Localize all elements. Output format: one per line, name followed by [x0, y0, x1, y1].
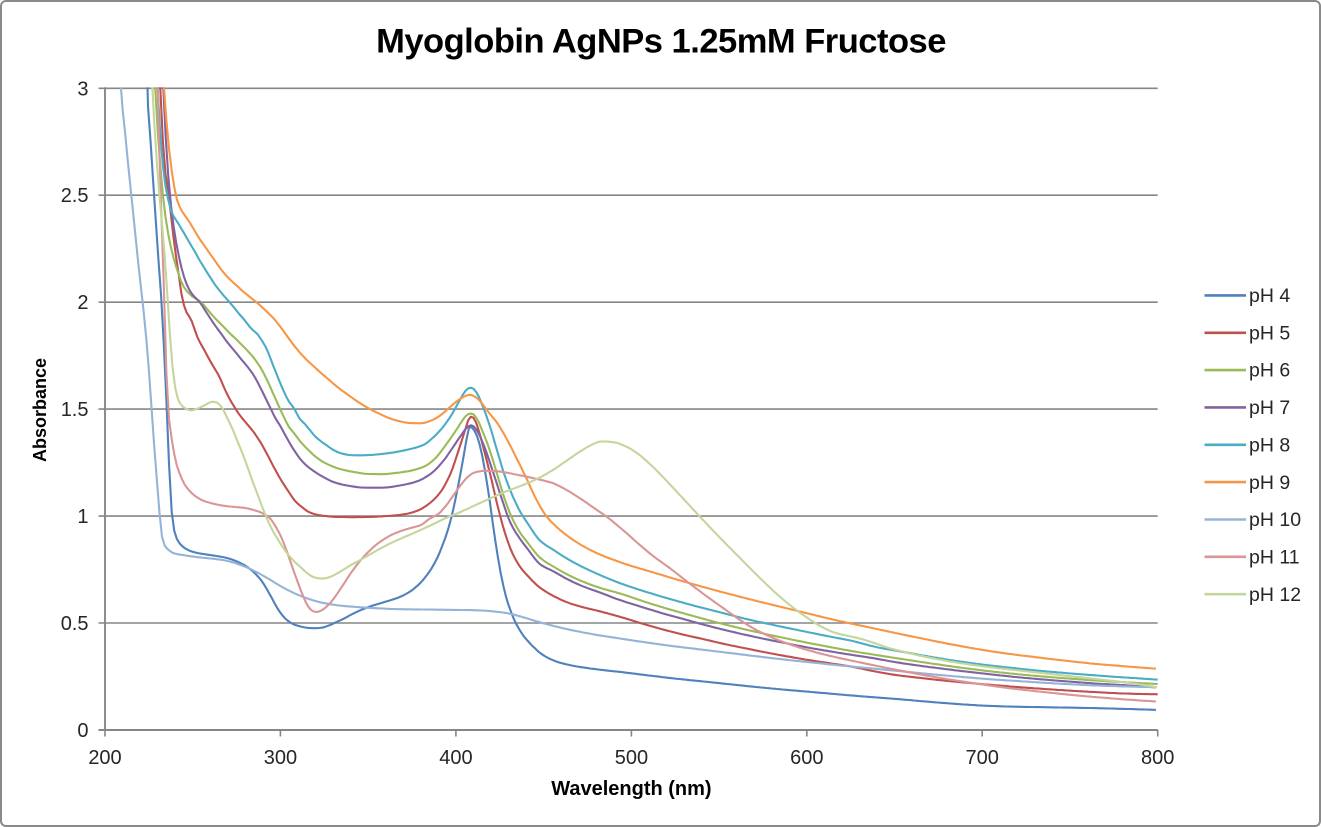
svg-text:300: 300: [264, 747, 297, 769]
svg-text:1.5: 1.5: [61, 399, 89, 421]
svg-text:800: 800: [1141, 747, 1174, 769]
svg-text:2: 2: [77, 292, 88, 314]
svg-text:pH 11: pH 11: [1249, 546, 1300, 568]
svg-text:Absorbance: Absorbance: [30, 358, 50, 462]
svg-text:pH 8: pH 8: [1249, 434, 1290, 456]
svg-text:200: 200: [88, 747, 121, 769]
svg-text:0: 0: [77, 720, 88, 742]
svg-text:2.5: 2.5: [61, 185, 89, 207]
svg-text:3: 3: [77, 78, 88, 100]
svg-text:0.5: 0.5: [61, 613, 89, 635]
svg-text:600: 600: [790, 747, 823, 769]
svg-text:Wavelength (nm): Wavelength (nm): [551, 778, 711, 800]
svg-text:400: 400: [439, 747, 472, 769]
svg-text:Myoglobin AgNPs 1.25mM Fructos: Myoglobin AgNPs 1.25mM Fructose: [376, 23, 946, 61]
svg-text:pH 9: pH 9: [1249, 472, 1290, 494]
svg-text:pH 10: pH 10: [1249, 509, 1301, 531]
svg-text:pH 4: pH 4: [1249, 285, 1290, 307]
svg-text:pH 6: pH 6: [1249, 360, 1290, 382]
svg-text:1: 1: [77, 506, 88, 528]
svg-text:700: 700: [966, 747, 999, 769]
svg-text:pH 5: pH 5: [1249, 322, 1290, 344]
svg-text:500: 500: [615, 747, 648, 769]
svg-text:pH 7: pH 7: [1249, 397, 1290, 419]
svg-text:pH 12: pH 12: [1249, 584, 1301, 606]
